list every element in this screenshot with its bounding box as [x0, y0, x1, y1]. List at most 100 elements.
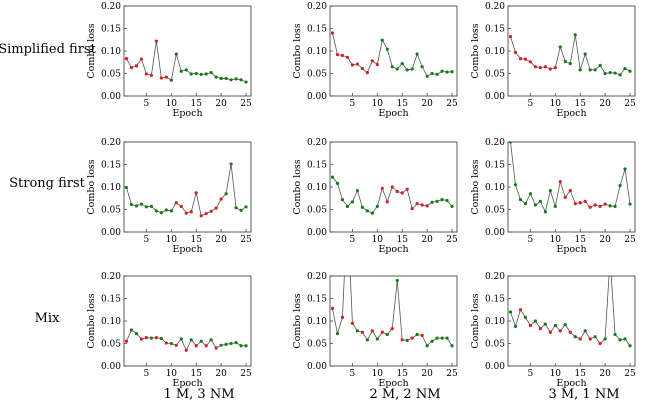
data-point	[169, 209, 173, 213]
data-point	[405, 338, 409, 342]
data-point	[164, 75, 168, 79]
x-tick-label: 25	[624, 235, 636, 245]
data-point	[134, 64, 139, 68]
data-point	[518, 198, 523, 202]
data-point	[400, 62, 404, 66]
x-tick-label: 5	[350, 369, 356, 379]
x-tick-label: 10	[166, 99, 178, 109]
y-tick-label: 0.10	[307, 183, 327, 193]
data-point	[375, 337, 379, 341]
y-tick-label: 0.15	[485, 25, 505, 35]
data-point	[553, 204, 557, 208]
y-tick-label: 0.00	[485, 362, 505, 372]
data-point	[199, 339, 203, 343]
col-label-3m-1nm: 3 M, 1 NM	[548, 387, 619, 402]
data-point	[134, 204, 139, 208]
data-point	[139, 337, 144, 341]
data-point	[375, 62, 379, 67]
data-point	[518, 57, 523, 61]
data-point	[623, 337, 627, 341]
data-point	[548, 330, 552, 334]
data-point	[405, 68, 409, 72]
data-point	[578, 201, 582, 205]
data-point	[410, 67, 414, 71]
data-point	[430, 200, 434, 204]
data-point	[613, 332, 617, 337]
data-point	[340, 315, 345, 319]
data-point	[189, 72, 193, 76]
x-tick-label: 10	[372, 235, 384, 245]
data-point	[179, 204, 183, 208]
y-tick-label: 0.05	[307, 206, 327, 216]
y-axis-label: Combo loss	[86, 23, 97, 78]
data-point	[159, 76, 163, 80]
y-tick-label: 0.15	[485, 295, 505, 305]
series-line	[126, 329, 247, 352]
y-tick-label: 0.10	[307, 47, 327, 57]
data-point	[350, 200, 355, 204]
data-point	[508, 35, 513, 39]
y-tick-label: 0.20	[101, 272, 121, 282]
y-tick-label: 0.00	[101, 228, 121, 238]
data-point	[415, 332, 419, 337]
data-point	[129, 202, 134, 207]
x-tick-label: 20	[215, 235, 227, 245]
x-tick-label: 15	[190, 99, 202, 109]
data-point	[169, 78, 173, 82]
data-point	[149, 336, 153, 340]
data-point	[234, 77, 238, 81]
y-tick-label: 0.20	[307, 138, 327, 148]
data-point	[558, 45, 562, 49]
data-point	[124, 185, 129, 190]
data-point	[573, 33, 577, 37]
data-point	[608, 256, 611, 259]
plot-frame	[507, 141, 636, 233]
data-point	[420, 203, 424, 207]
data-point	[204, 72, 208, 76]
series-line	[332, 176, 453, 214]
data-point	[435, 72, 439, 76]
data-point	[440, 336, 444, 340]
data-point	[350, 321, 355, 325]
chart-panel-r0c1: 0.00 0.05 0.10 0.15 0.20 5 10 15 20 25 Epoch Combo …	[292, 2, 458, 119]
data-point	[508, 310, 513, 314]
data-point	[415, 52, 419, 56]
data-point	[425, 204, 429, 208]
y-tick-label: 0.05	[101, 340, 121, 350]
y-tick-label: 0.15	[485, 161, 505, 171]
data-point	[390, 65, 394, 69]
data-point	[340, 53, 345, 58]
x-tick-label: 20	[599, 235, 611, 245]
data-point	[603, 337, 607, 341]
data-point	[174, 52, 178, 56]
data-point	[385, 200, 389, 204]
data-point	[335, 332, 340, 336]
y-tick-label: 0.05	[307, 70, 327, 80]
data-point	[583, 199, 587, 203]
data-point	[330, 306, 335, 310]
y-tick-label: 0.00	[485, 92, 505, 102]
data-point	[154, 209, 158, 213]
data-point	[370, 59, 374, 63]
data-point	[154, 39, 158, 43]
y-tick-label: 0.05	[307, 340, 327, 350]
data-point	[385, 332, 389, 337]
data-point	[184, 68, 188, 72]
data-point	[563, 59, 567, 63]
data-point	[563, 195, 567, 199]
x-tick-label: 20	[421, 369, 433, 379]
data-point	[395, 189, 399, 194]
data-point	[598, 204, 602, 208]
y-tick-label: 0.05	[485, 70, 505, 80]
series-group	[508, 142, 632, 214]
data-point	[543, 322, 547, 326]
data-point	[450, 344, 454, 348]
data-point	[194, 71, 198, 76]
data-point	[603, 202, 607, 206]
plot-frame	[123, 5, 252, 97]
data-point	[219, 76, 223, 81]
data-point	[593, 335, 597, 339]
x-tick-label: 20	[215, 369, 227, 379]
x-tick-label: 25	[240, 235, 252, 245]
data-point	[548, 67, 552, 71]
